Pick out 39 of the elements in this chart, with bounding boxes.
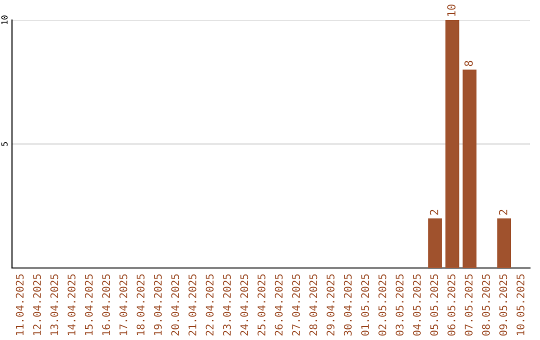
x-tick-label: 19.04.2025	[154, 274, 162, 336]
x-tick-label: 11.04.2025	[16, 274, 24, 336]
bar	[497, 218, 512, 268]
x-tick-label: 25.04.2025	[258, 274, 266, 336]
x-tick-label: 01.05.2025	[361, 274, 370, 336]
bar	[445, 20, 460, 268]
x-tick-label: 14.04.2025	[68, 274, 76, 336]
x-tick-label: 16.04.2025	[102, 274, 110, 336]
x-tick-label: 22.04.2025	[206, 274, 214, 336]
bar	[462, 70, 476, 268]
x-tick-label: 06.05.2025	[447, 274, 456, 336]
x-tick-label: 26.04.2025	[274, 274, 283, 336]
x-tick-label: 05.05.2025	[430, 274, 438, 336]
x-tick-label: 29.04.2025	[326, 274, 334, 336]
x-tick-label: 20.04.2025	[171, 274, 180, 336]
data-label: 2	[498, 210, 508, 215]
x-tick-label: 28.04.2025	[309, 274, 318, 336]
x-tick-label: 17.04.2025	[119, 274, 128, 336]
x-tick-label: 18.04.2025	[136, 274, 145, 336]
data-label: 2	[430, 210, 438, 215]
x-tick-label: 12.04.2025	[33, 274, 41, 336]
bar	[428, 218, 442, 268]
x-tick-label: 09.05.2025	[499, 274, 508, 336]
x-tick-label: 23.04.2025	[223, 274, 231, 336]
x-tick-label: 15.04.2025	[84, 274, 93, 336]
x-tick-label: 08.05.2025	[482, 274, 490, 336]
x-tick-label: 27.04.2025	[292, 274, 300, 336]
x-tick-label: 03.05.2025	[396, 274, 404, 336]
x-tick-label: 13.04.2025	[50, 274, 58, 336]
x-tick-label: 02.05.2025	[378, 274, 386, 336]
x-tick-label: 24.04.2025	[240, 274, 248, 336]
y-tick-label: 5	[1, 142, 8, 146]
x-tick-label: 30.04.2025	[344, 274, 352, 336]
x-tick-label: 07.05.2025	[464, 274, 473, 336]
x-tick-label: 10.05.2025	[516, 274, 524, 336]
x-tick-label: 04.05.2025	[412, 274, 421, 336]
data-label: 10	[447, 4, 456, 16]
data-label: 8	[464, 60, 473, 66]
x-tick-label: 21.04.2025	[188, 274, 196, 336]
